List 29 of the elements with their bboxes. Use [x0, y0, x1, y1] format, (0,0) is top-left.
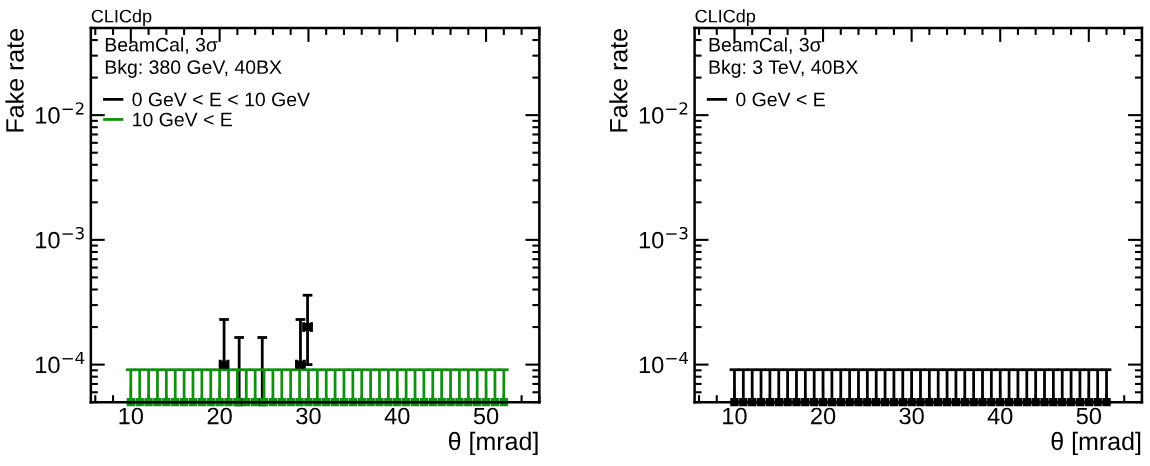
x-tick-label: 50 — [473, 407, 499, 425]
x-tick-label: 40 — [384, 407, 410, 425]
y-tick-label: 10$^{−3}$ — [36, 226, 84, 249]
legend-label: 0 GeV < E < 10 GeV — [132, 92, 310, 107]
chart-title: CLICdp — [91, 9, 152, 27]
y-tick-label: 10$^{−2}$ — [639, 102, 688, 124]
annotation: BeamCal, 3σ — [105, 37, 218, 54]
y-tick-label: 10$^{−4}$ — [36, 351, 85, 374]
x-tick-label: 20 — [811, 407, 836, 425]
y-axis-title: Fake rate — [5, 29, 24, 132]
annotation: Bkg: 3 TeV, 40BX — [709, 59, 858, 78]
x-tick-label: 40 — [987, 407, 1013, 425]
annotation: Bkg: 380 GeV, 40BX — [105, 59, 282, 78]
annotation: BeamCal, 3σ — [709, 37, 822, 54]
y-tick-label: 10$^{−2}$ — [36, 102, 84, 124]
legend-label: 0 GeV < E — [736, 92, 825, 107]
chart-title: CLICdp — [695, 9, 756, 27]
x-tick-label: 10 — [723, 407, 747, 425]
y-axis-title: Fake rate — [609, 29, 628, 132]
y-tick-label: 10$^{−3}$ — [639, 226, 688, 249]
x-tick-label: 50 — [1076, 407, 1102, 425]
x-tick-label: 30 — [296, 407, 321, 425]
x-tick-label: 20 — [207, 407, 232, 425]
x-tick-label: 10 — [119, 407, 144, 425]
y-tick-label: 10$^{−4}$ — [639, 351, 688, 374]
x-axis-title: θ [mrad] — [448, 431, 538, 456]
x-axis-title: θ [mrad] — [1051, 431, 1141, 456]
legend-label: 10 GeV < E — [133, 112, 232, 127]
x-tick-label: 30 — [899, 407, 924, 425]
